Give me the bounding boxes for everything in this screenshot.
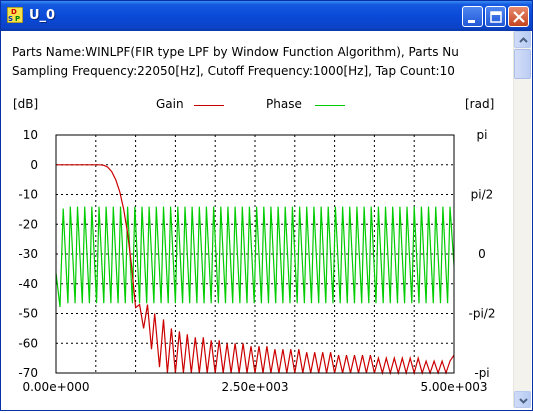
- left-axis-tick-label: -40: [18, 277, 38, 291]
- left-axis-tick-label: -50: [18, 307, 38, 321]
- parts-info-line: Parts Name:WINLPF(FIR type LPF by Window…: [12, 45, 459, 59]
- minimize-button[interactable]: [462, 6, 483, 27]
- frequency-response-chart: 10 0 -10 -20 -30 -40 -50 -60 -70 pi pi/2 0 -pi/2 -pi 0…: [18, 128, 496, 394]
- left-axis-unit: [dB]: [13, 97, 39, 111]
- x-axis-tick-label: 2.50e+003: [221, 380, 288, 394]
- left-axis-tick-label: 10: [23, 128, 38, 142]
- left-axis-tick-label: 0: [30, 158, 38, 172]
- x-axis-tick-label: 5.00e+003: [420, 380, 487, 394]
- right-axis-tick-label: pi: [477, 128, 488, 142]
- scroll-down-button[interactable]: [514, 391, 531, 408]
- plot-view[interactable]: Parts Name:WINLPF(FIR type LPF by Window…: [4, 31, 513, 408]
- minimize-icon: [468, 20, 475, 23]
- legend-phase-label: Phase: [266, 97, 302, 111]
- plot-area-frame: [55, 134, 455, 374]
- svg-text:D: D: [11, 8, 17, 16]
- close-icon: [513, 11, 525, 23]
- right-axis-tick-label: -pi: [474, 366, 489, 380]
- gain-series-line: [56, 164, 455, 376]
- close-button[interactable]: [508, 6, 529, 27]
- left-axis-tick-label: -20: [18, 217, 38, 231]
- svg-text:S: S: [8, 15, 13, 23]
- left-axis-tick-label: -70: [18, 366, 38, 380]
- scroll-thumb[interactable]: [514, 49, 531, 79]
- right-axis-tick-label: 0: [478, 247, 486, 261]
- window-title: U_0: [29, 8, 56, 23]
- left-axis-tick-label: -10: [18, 188, 38, 202]
- legend-phase-swatch: [315, 105, 345, 106]
- legend-gain-swatch: [194, 105, 224, 106]
- left-axis-tick-label: -60: [18, 336, 38, 350]
- right-axis-unit: [rad]: [465, 97, 495, 111]
- vertical-scrollbar[interactable]: [513, 31, 531, 408]
- left-axis-tick-label: -30: [18, 247, 38, 261]
- maximize-button[interactable]: [485, 6, 506, 27]
- scroll-up-button[interactable]: [514, 31, 531, 48]
- arrow-up-icon: [519, 37, 528, 43]
- arrow-down-icon: [519, 398, 528, 404]
- x-axis-tick-label: 0.00e+000: [22, 380, 89, 394]
- svg-text:P: P: [15, 15, 20, 23]
- right-axis-tick-label: pi/2: [471, 188, 494, 202]
- title-bar[interactable]: D S P U_0: [1, 1, 532, 31]
- legend-gain-label: Gain: [156, 97, 184, 111]
- maximize-icon: [490, 11, 502, 23]
- sampling-info-line: Sampling Frequency:22050[Hz], Cutoff Fre…: [12, 64, 455, 78]
- dsp-icon: D S P: [7, 7, 23, 23]
- phase-series-line: [55, 206, 455, 308]
- right-axis-tick-label: -pi/2: [469, 307, 496, 321]
